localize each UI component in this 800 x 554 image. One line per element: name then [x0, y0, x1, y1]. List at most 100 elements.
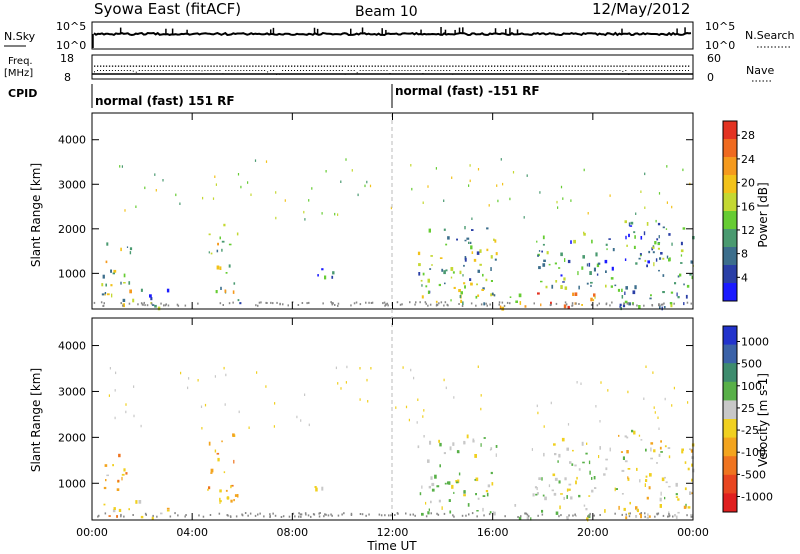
echo-speck: [687, 401, 689, 404]
echo-cell: [436, 485, 440, 488]
ground-scatter-cell: [330, 513, 332, 516]
echo-cell: [231, 484, 234, 487]
nave-dot: [631, 70, 633, 71]
echo-speck: [595, 405, 597, 408]
echo-speck: [453, 396, 455, 399]
echo-cell: [431, 488, 435, 492]
freq-dot: [434, 65, 436, 67]
echo-speck: [125, 403, 127, 406]
echo-cell: [226, 496, 230, 500]
echo-cell: [640, 236, 643, 240]
echo-speck: [265, 385, 267, 388]
time-tick-label: 00:00: [76, 526, 108, 539]
ground-scatter-cell: [219, 302, 222, 305]
ground-scatter-cell: [401, 303, 403, 306]
ground-scatter-cell: [399, 303, 402, 306]
ground-scatter-cell: [599, 514, 601, 516]
ground-scatter-cell: [405, 512, 407, 515]
echo-speck: [357, 193, 359, 197]
colorbar-swatch: [723, 229, 737, 248]
echo-cell: [675, 496, 679, 498]
echo-cell: [532, 493, 535, 497]
ground-scatter-cell: [429, 303, 432, 306]
date-title: 12/May/2012: [592, 0, 690, 18]
freq-dot: [428, 65, 430, 67]
echo-cell: [491, 292, 494, 296]
freq-dot: [183, 65, 185, 67]
nave-dot: [637, 70, 639, 71]
ground-scatter-cell: [140, 302, 143, 305]
echo-cell: [482, 495, 486, 497]
nave-dot: [323, 70, 325, 71]
freq-dot: [132, 65, 135, 67]
echo-cell: [444, 282, 446, 285]
freq-dot: [661, 65, 663, 67]
ground-scatter-cell: [137, 303, 139, 306]
nave-dot: [374, 70, 376, 71]
echo-cell: [610, 285, 613, 288]
echo-cell: [490, 293, 492, 297]
nave-dot: [476, 70, 478, 71]
echo-cell: [417, 251, 421, 256]
nave-dot: [616, 70, 618, 71]
echo-cell: [638, 305, 641, 309]
echo-speck: [308, 199, 310, 202]
echo-speck: [390, 206, 392, 210]
echo-cell: [640, 254, 642, 257]
freq-dot: [138, 65, 141, 67]
echo-cell: [664, 445, 667, 448]
echo-cell: [447, 481, 449, 485]
echo-cell: [552, 473, 556, 477]
nave-dot: [243, 70, 245, 71]
echo-cell: [690, 492, 693, 495]
freq-dot: [386, 65, 388, 67]
echo-cell: [668, 485, 671, 488]
echo-speck: [405, 405, 408, 409]
echo-cell: [493, 511, 496, 516]
echo-speck: [410, 164, 412, 167]
ground-scatter-cell: [621, 513, 623, 516]
echo-speck: [671, 205, 673, 209]
echo-cell: [464, 226, 466, 230]
echo-cell: [581, 441, 584, 446]
echo-speck: [201, 427, 203, 430]
freq-dot: [550, 65, 552, 67]
colorbar-swatch: [723, 381, 737, 401]
ground-scatter-cell: [623, 302, 625, 305]
ground-scatter-cell: [452, 514, 454, 517]
echo-speck: [477, 365, 479, 368]
echo-cell: [485, 278, 488, 282]
echo-cell: [664, 476, 666, 479]
nave-dot: [497, 70, 498, 71]
echo-cell: [210, 252, 213, 255]
echo-cell: [123, 282, 126, 284]
echo-cell: [233, 282, 236, 285]
echo-cell: [112, 509, 116, 513]
nave-dot: [502, 70, 504, 71]
ground-scatter-cell: [461, 514, 464, 517]
ground-scatter-cell: [587, 515, 589, 518]
nave-dot: [580, 70, 582, 71]
freq-dot: [637, 65, 639, 67]
echo-cell: [657, 243, 660, 246]
freq-unit-label: [MHz]: [4, 68, 33, 79]
freq-dot: [126, 65, 129, 67]
ground-scatter-cell: [202, 515, 205, 518]
freq-dot: [105, 65, 108, 67]
nave-dot: [688, 70, 689, 71]
nave-dot: [386, 70, 388, 71]
echo-cell: [646, 516, 649, 519]
colorbar-swatch: [723, 437, 737, 457]
nave-dot: [544, 70, 546, 71]
range-tick-label: 2000: [58, 431, 86, 444]
echo-cell: [111, 293, 113, 298]
nave-dot: [652, 70, 654, 71]
echo-cell: [555, 511, 559, 515]
echo-cell: [586, 282, 589, 285]
echo-speck: [334, 212, 336, 216]
ground-scatter-cell: [471, 512, 474, 515]
echo-cell: [633, 231, 636, 234]
echo-speck: [502, 182, 504, 186]
echo-cell: [321, 486, 324, 491]
echo-cell: [418, 272, 421, 276]
